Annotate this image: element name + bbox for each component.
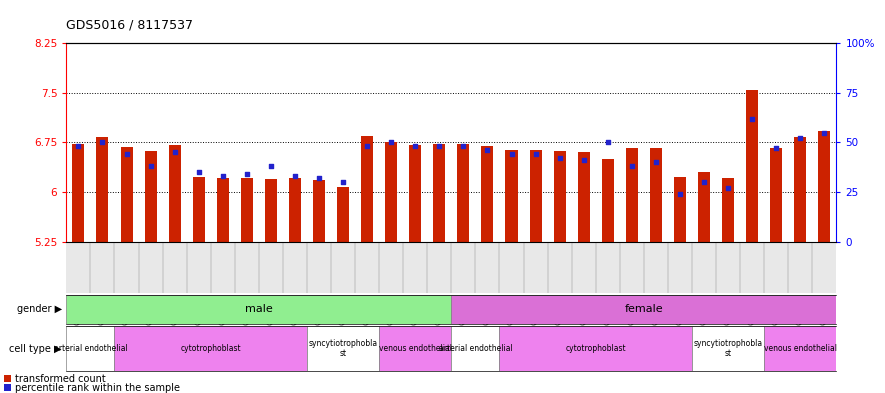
- Point: [288, 173, 302, 179]
- Bar: [193, 177, 204, 242]
- Bar: [409, 145, 421, 242]
- Bar: [499, 326, 692, 371]
- Bar: [794, 137, 806, 242]
- Bar: [554, 151, 566, 242]
- Point: [721, 185, 735, 191]
- Bar: [66, 326, 114, 371]
- Bar: [289, 178, 301, 242]
- Text: percentile rank within the sample: percentile rank within the sample: [16, 383, 181, 393]
- Text: venous endothelial: venous endothelial: [379, 344, 451, 353]
- Bar: [120, 147, 133, 242]
- Bar: [265, 179, 277, 242]
- Bar: [241, 178, 253, 242]
- Point: [481, 147, 495, 154]
- Text: cell type ▶: cell type ▶: [10, 344, 62, 354]
- Bar: [481, 146, 494, 242]
- Point: [408, 143, 422, 150]
- Bar: [385, 142, 397, 242]
- Point: [240, 171, 254, 177]
- Text: male: male: [245, 305, 273, 314]
- Bar: [602, 159, 614, 242]
- Point: [143, 163, 158, 169]
- Bar: [505, 151, 518, 242]
- Point: [96, 139, 110, 145]
- Bar: [66, 295, 451, 324]
- Point: [457, 143, 471, 150]
- Bar: [379, 326, 451, 371]
- Point: [793, 135, 807, 141]
- Text: venous endothelial: venous endothelial: [764, 344, 836, 353]
- Bar: [698, 172, 710, 242]
- Point: [384, 139, 398, 145]
- Point: [216, 173, 230, 179]
- Text: GDS5016 / 8117537: GDS5016 / 8117537: [66, 18, 194, 31]
- Bar: [169, 145, 181, 242]
- Point: [119, 151, 134, 158]
- Bar: [434, 145, 445, 242]
- Bar: [451, 326, 499, 371]
- Point: [336, 179, 350, 185]
- Point: [769, 145, 783, 152]
- Text: arterial endothelial: arterial endothelial: [54, 344, 127, 353]
- Text: syncytiotrophobla
st: syncytiotrophobla st: [694, 339, 763, 358]
- Point: [601, 139, 615, 145]
- Bar: [73, 145, 84, 242]
- Text: gender ▶: gender ▶: [17, 305, 62, 314]
- Point: [649, 159, 663, 165]
- Bar: [529, 151, 542, 242]
- Point: [360, 143, 374, 150]
- Point: [696, 179, 711, 185]
- Bar: [770, 148, 782, 242]
- Bar: [746, 90, 758, 242]
- Point: [745, 116, 759, 122]
- Point: [673, 191, 687, 197]
- Bar: [4, 384, 11, 391]
- Bar: [361, 136, 373, 242]
- Text: arterial endothelial: arterial endothelial: [439, 344, 512, 353]
- Point: [817, 129, 831, 136]
- Bar: [217, 178, 229, 242]
- Bar: [307, 326, 379, 371]
- Bar: [626, 149, 638, 242]
- Bar: [673, 177, 686, 242]
- Point: [552, 155, 566, 162]
- Bar: [692, 326, 764, 371]
- Bar: [451, 295, 836, 324]
- Point: [167, 149, 181, 156]
- Point: [504, 151, 519, 158]
- Bar: [458, 145, 469, 242]
- Bar: [144, 151, 157, 242]
- Bar: [114, 326, 307, 371]
- Point: [192, 169, 206, 175]
- Point: [312, 175, 326, 181]
- Point: [432, 143, 446, 150]
- Point: [72, 143, 86, 150]
- Text: cytotrophoblast: cytotrophoblast: [181, 344, 241, 353]
- Point: [264, 163, 278, 169]
- Point: [577, 157, 591, 163]
- Point: [625, 163, 639, 169]
- Point: [528, 151, 543, 158]
- Bar: [650, 149, 662, 242]
- Bar: [4, 375, 11, 382]
- Bar: [313, 180, 325, 242]
- Bar: [764, 326, 836, 371]
- Text: cytotrophoblast: cytotrophoblast: [566, 344, 626, 353]
- Bar: [722, 178, 734, 242]
- Text: transformed count: transformed count: [16, 374, 106, 384]
- Bar: [578, 152, 589, 242]
- Text: syncytiotrophobla
st: syncytiotrophobla st: [309, 339, 378, 358]
- Text: female: female: [625, 305, 663, 314]
- Bar: [819, 131, 830, 242]
- Bar: [337, 187, 349, 242]
- Bar: [96, 137, 109, 242]
